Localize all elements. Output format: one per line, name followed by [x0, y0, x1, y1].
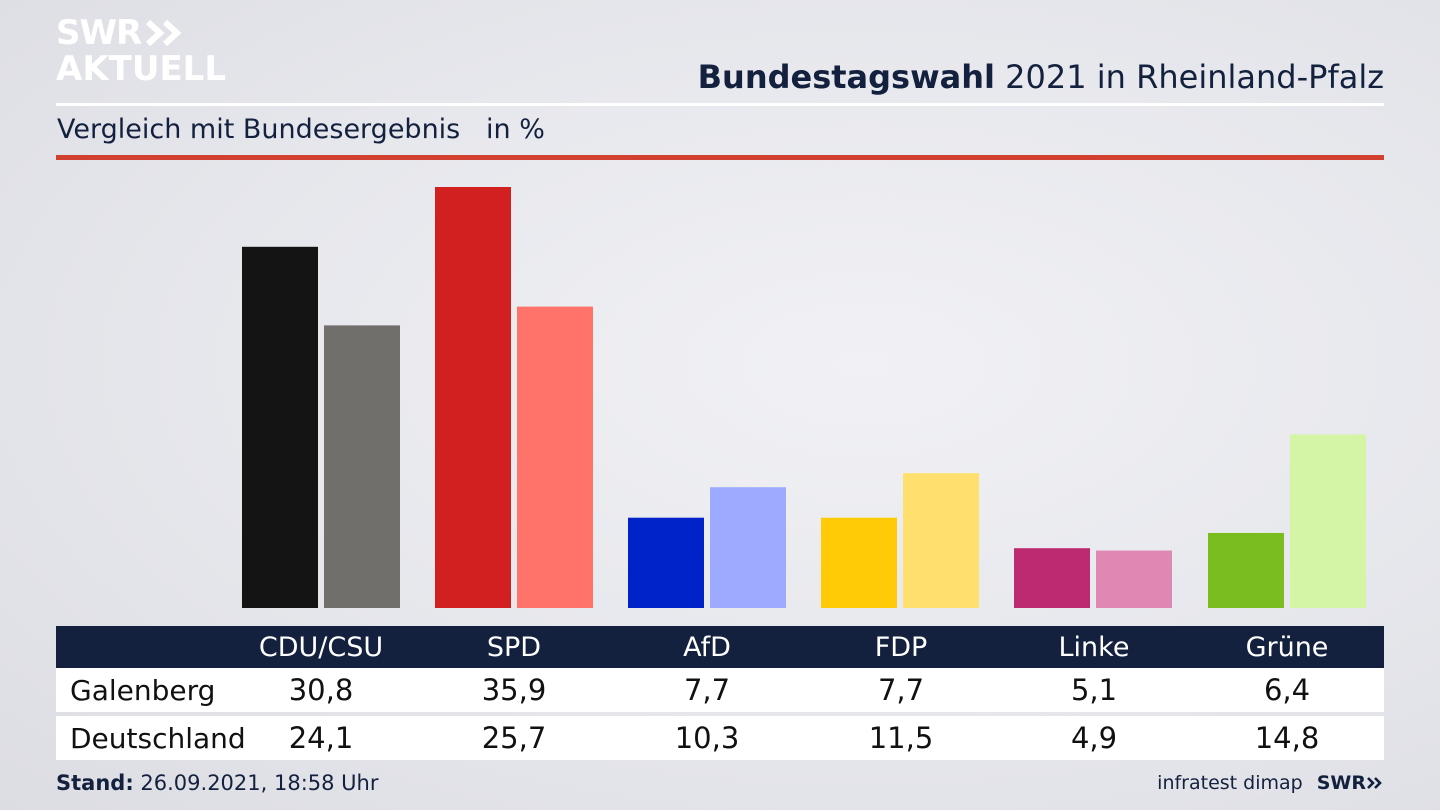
table-cell: 5,1	[1070, 673, 1118, 707]
timestamp: Stand: 26.09.2021, 18:58 Uhr	[56, 771, 379, 795]
table-cell: 7,7	[877, 673, 925, 707]
table-row-galenberg: Galenberg 30,8 35,9 7,7 7,7 5,1 6,4	[56, 668, 1384, 712]
source-credit: infratest dimap SWR	[1157, 772, 1384, 794]
chart-subtitle: Vergleich mit Bundesergebnis in %	[57, 114, 545, 145]
table-cell: 10,3	[674, 721, 740, 755]
double-chevron-icon	[146, 19, 182, 47]
logo-line2: AKTUELL	[56, 49, 227, 89]
source-label: infratest dimap	[1157, 772, 1303, 794]
table-cell: 6,4	[1263, 673, 1311, 707]
table-cell: 24,1	[288, 721, 354, 755]
row-label: Galenberg	[70, 673, 216, 707]
chart-title: Bundestagswahl 2021 in Rheinland-Pfalz	[698, 58, 1384, 96]
stand-value: 26.09.2021, 18:58 Uhr	[133, 771, 379, 795]
double-chevron-small-icon	[1367, 777, 1382, 789]
bar-cdu-csu-galenberg	[242, 246, 318, 608]
table-cell: 14,8	[1254, 721, 1320, 755]
stand-label: Stand:	[56, 771, 134, 795]
swr-aktuell-logo: SWR AKTUELL	[56, 16, 226, 86]
table-row-deutschland: Deutschland 24,1 25,7 10,3 11,5 4,9 14,8	[56, 716, 1384, 760]
table-cell: 35,9	[481, 673, 547, 707]
results-table: CDU/CSU SPD AfD FDP Linke Grüne Galenberg 30,8…	[56, 626, 1384, 760]
table-header-cell: AfD	[683, 631, 731, 663]
logo-line1: SWR	[56, 13, 142, 53]
bar-gr-ne-galenberg	[1208, 532, 1284, 608]
table-header-cell: Grüne	[1245, 631, 1329, 663]
header-divider	[56, 103, 1384, 106]
bar-cdu-csu-deutschland	[324, 325, 400, 608]
table-cell: 25,7	[481, 721, 547, 755]
bar-fdp-galenberg	[821, 517, 897, 608]
bar-gr-ne-deutschland	[1290, 434, 1366, 608]
table-header-cell: Linke	[1058, 631, 1130, 663]
bar-fdp-deutschland	[903, 473, 979, 608]
bar-afd-deutschland	[710, 487, 786, 608]
table-header-cell: SPD	[486, 631, 542, 663]
bar-linke-deutschland	[1096, 550, 1172, 608]
bar-spd-galenberg	[435, 187, 511, 608]
title-rest: 2021 in Rheinland-Pfalz	[995, 58, 1384, 96]
table-cell: 11,5	[868, 721, 934, 755]
table-header-cell: FDP	[874, 631, 928, 663]
table-cell: 7,7	[683, 673, 731, 707]
bar-linke-galenberg	[1014, 548, 1090, 608]
swr-brand: SWR	[1317, 772, 1384, 794]
table-header-cell: CDU/CSU	[258, 631, 384, 663]
table-cell: 4,9	[1070, 721, 1118, 755]
table-cell: 30,8	[288, 673, 354, 707]
row-label: Deutschland	[70, 721, 246, 755]
swr-brand-text: SWR	[1316, 772, 1366, 794]
bar-chart	[242, 187, 1366, 608]
bar-afd-galenberg	[628, 517, 704, 608]
accent-divider	[56, 155, 1384, 160]
title-bold: Bundestagswahl	[697, 58, 995, 96]
bar-spd-deutschland	[517, 306, 593, 608]
table-header-row: CDU/CSU SPD AfD FDP Linke Grüne	[56, 626, 1384, 668]
